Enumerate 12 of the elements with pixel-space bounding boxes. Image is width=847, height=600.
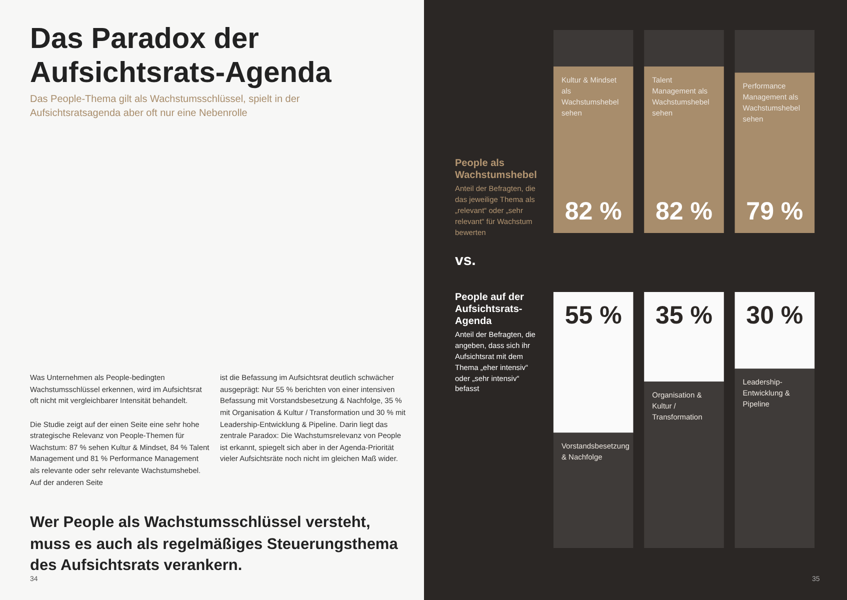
data-label: 82 % [564, 197, 622, 226]
data-label: 35 % [656, 301, 712, 330]
data-label: 79 % [746, 197, 804, 226]
data-label: 30 % [746, 301, 804, 330]
text: vs. [455, 252, 476, 269]
text: People auf der Aufsichtsrats-Agenda [455, 292, 525, 328]
text: Das Paradox der Aufsichtsrats-Agenda [30, 22, 332, 90]
data-label: 55 % [564, 301, 622, 330]
data-label: 82 % [656, 197, 712, 226]
text: People als Wachstumshebel [455, 158, 538, 182]
text: Wer People als Wachstumsschlüssel versteht, muss es auch als regelmäßiges Steuerungsthema des Aufsichtsrats verankern. [30, 513, 399, 576]
text: Das People-Thema gilt als Wachstumsschlüssel, spielt in der Aufsichtsratsagenda aber oft nur eine Nebenrolle [30, 93, 301, 120]
